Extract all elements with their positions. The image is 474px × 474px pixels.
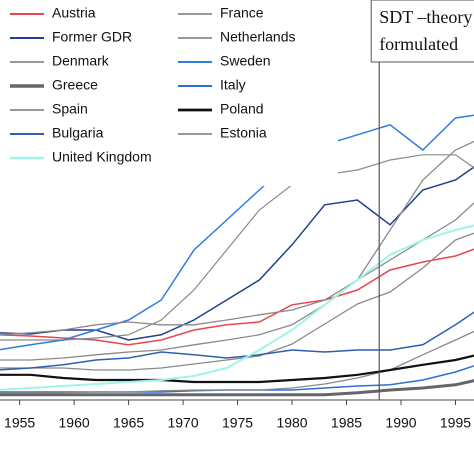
series-line: [0, 140, 474, 336]
annotation-text: formulated: [379, 34, 458, 54]
legend-label: France: [220, 5, 264, 21]
annotation-box: [370, 0, 474, 63]
legend-label: Denmark: [52, 53, 110, 69]
x-tick-label: 1975: [222, 415, 253, 431]
x-tick-label: 1965: [113, 415, 144, 431]
series-line: [0, 224, 474, 391]
legend-label: Spain: [52, 101, 88, 117]
legend-label: Estonia: [220, 125, 267, 141]
x-tick-label: 1990: [385, 415, 416, 431]
annotation-text: SDT –theory: [379, 7, 472, 27]
legend-label: Former GDR: [52, 29, 132, 45]
x-tick-label: 1985: [331, 415, 362, 431]
legend-label: Sweden: [220, 53, 271, 69]
legend-label: Greece: [52, 77, 98, 93]
series-line: [0, 154, 474, 341]
legend-label: Poland: [220, 101, 264, 117]
legend-label: Italy: [220, 77, 246, 93]
legend-label: United Kingdom: [52, 149, 152, 165]
series-line: [0, 354, 474, 384]
x-tick-label: 1980: [276, 415, 307, 431]
legend-box: [0, 0, 338, 186]
series-line: [0, 166, 474, 341]
x-tick-label: 1970: [167, 415, 198, 431]
legend-label: Austria: [52, 5, 96, 21]
x-tick-label: 1955: [4, 415, 35, 431]
x-tick-label: 1995: [440, 415, 471, 431]
legend-label: Bulgaria: [52, 125, 104, 141]
series-line: [0, 114, 474, 351]
series-line: [0, 311, 474, 371]
x-tick-label: 1960: [59, 415, 90, 431]
series-line: [0, 379, 474, 397]
series-line: [0, 202, 474, 361]
series-line: [0, 330, 474, 394]
legend-label: Netherlands: [220, 29, 296, 45]
